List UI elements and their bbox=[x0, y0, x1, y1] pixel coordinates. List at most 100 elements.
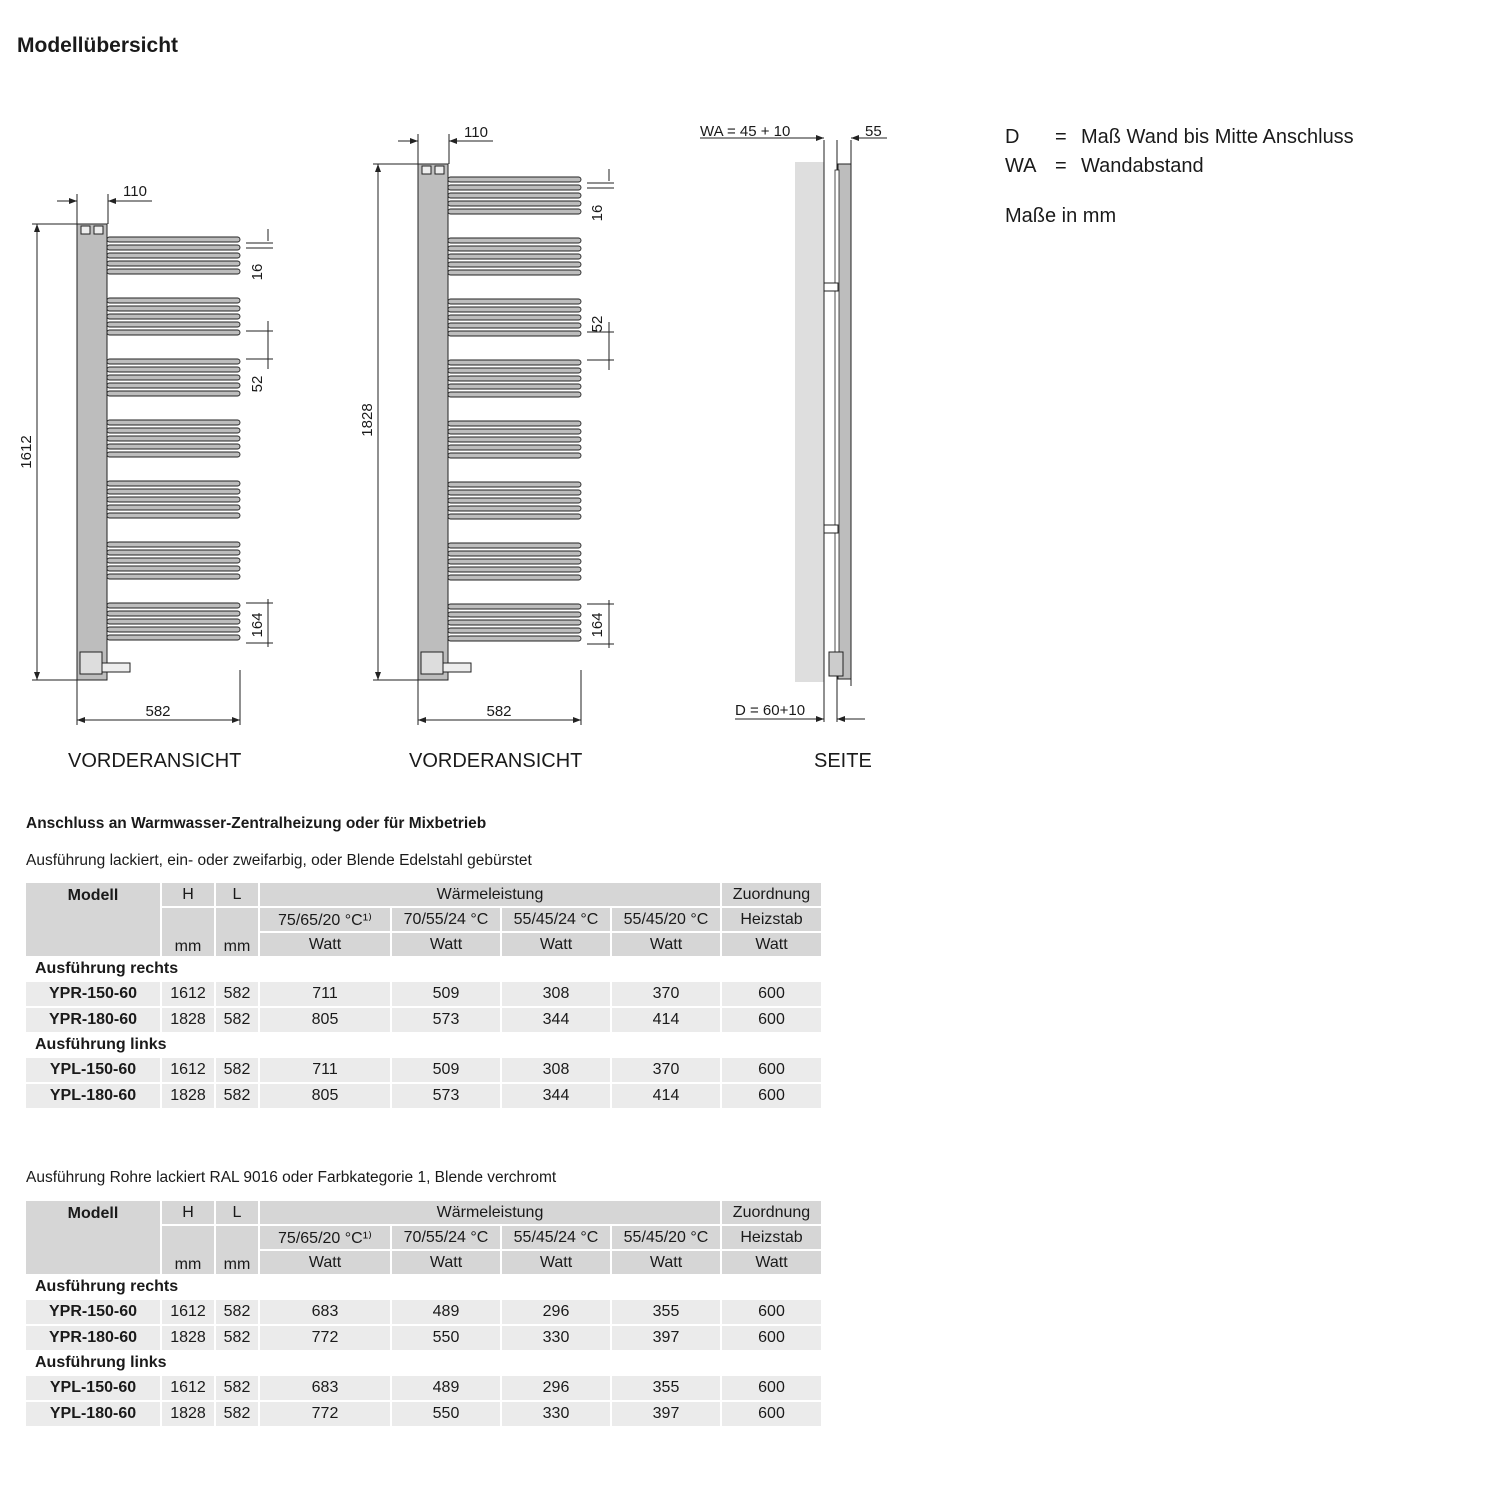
column-header: Wärmeleistung bbox=[260, 883, 720, 906]
column-header: L bbox=[216, 1201, 258, 1224]
value-cell: 573 bbox=[392, 1084, 500, 1108]
value-cell: 509 bbox=[392, 1058, 500, 1082]
heating-tube bbox=[447, 444, 582, 451]
heating-tube bbox=[106, 382, 241, 389]
heating-tube bbox=[106, 427, 241, 434]
unit-header: mm bbox=[216, 908, 258, 956]
section-subheading: Ausführung Rohre lackiert RAL 9016 oder … bbox=[26, 1169, 557, 1186]
value-cell: 370 bbox=[612, 982, 720, 1006]
value-cell: 573 bbox=[392, 1008, 500, 1032]
heating-tube bbox=[106, 297, 241, 304]
heating-tube bbox=[447, 269, 582, 276]
value-cell: 344 bbox=[502, 1084, 610, 1108]
dim-bottom-group: 164 bbox=[249, 612, 266, 637]
value-cell: 600 bbox=[722, 982, 821, 1006]
group-label: Ausführung rechts bbox=[26, 958, 821, 980]
legend-text: Maß Wand bis Mitte Anschluss bbox=[1081, 126, 1354, 148]
front-view-2 bbox=[373, 134, 614, 725]
heating-tube bbox=[447, 542, 582, 549]
heating-tube bbox=[106, 488, 241, 495]
value-cell: 550 bbox=[392, 1326, 500, 1350]
value-cell: 489 bbox=[392, 1300, 500, 1324]
heating-tube bbox=[106, 541, 241, 548]
heating-tube bbox=[447, 619, 582, 626]
heating-tube bbox=[447, 261, 582, 268]
heating-tube bbox=[447, 481, 582, 488]
value-cell: 582 bbox=[216, 982, 258, 1006]
column-header: Watt bbox=[502, 933, 610, 956]
model-cell: YPR-150-60 bbox=[26, 982, 160, 1006]
value-cell: 600 bbox=[722, 1376, 821, 1400]
heating-tube bbox=[447, 200, 582, 207]
value-cell: 1612 bbox=[162, 982, 214, 1006]
heating-tube bbox=[106, 329, 241, 336]
value-cell: 1828 bbox=[162, 1008, 214, 1032]
units-note: Maße in mm bbox=[1005, 205, 1117, 227]
heating-tube bbox=[106, 618, 241, 625]
heating-tube bbox=[106, 260, 241, 267]
column-header: 75/65/20 °C¹⁾ bbox=[260, 908, 390, 931]
value-cell: 772 bbox=[260, 1402, 390, 1426]
heating-tube bbox=[106, 565, 241, 572]
value-cell: 600 bbox=[722, 1058, 821, 1082]
table-row: YPL-180-60 1828 582 772 550 330 397 600 bbox=[26, 1402, 821, 1426]
valve-connection bbox=[101, 662, 131, 673]
value-cell: 355 bbox=[612, 1300, 720, 1324]
heating-tube bbox=[106, 358, 241, 365]
column-header: Watt bbox=[392, 933, 500, 956]
heating-tube bbox=[106, 573, 241, 580]
dim-height: 1828 bbox=[359, 403, 376, 436]
heating-tube bbox=[447, 192, 582, 199]
value-cell: 550 bbox=[392, 1402, 500, 1426]
dim-tube: 16 bbox=[589, 205, 606, 222]
dim-wa: WA = 45 + 10 bbox=[700, 123, 790, 140]
value-cell: 296 bbox=[502, 1376, 610, 1400]
value-cell: 600 bbox=[722, 1084, 821, 1108]
heating-tube bbox=[106, 512, 241, 519]
view-label-front-1: VORDERANSICHT bbox=[68, 750, 242, 772]
valve-connection bbox=[420, 651, 444, 675]
value-cell: 683 bbox=[260, 1300, 390, 1324]
column-header: 55/45/20 °C bbox=[612, 1226, 720, 1249]
valve-connection bbox=[442, 662, 472, 673]
heating-tube bbox=[106, 549, 241, 556]
heating-tube bbox=[447, 330, 582, 337]
dim-gap: 52 bbox=[249, 376, 266, 393]
value-cell: 600 bbox=[722, 1008, 821, 1032]
heating-tube bbox=[447, 383, 582, 390]
heating-tube bbox=[447, 367, 582, 374]
dim-depth: 55 bbox=[865, 123, 882, 140]
column-header: Zuordnung bbox=[722, 883, 821, 906]
column-header: 70/55/24 °C bbox=[392, 908, 500, 931]
value-cell: 330 bbox=[502, 1326, 610, 1350]
side-view bbox=[700, 135, 887, 722]
heating-tube bbox=[106, 557, 241, 564]
value-cell: 1828 bbox=[162, 1084, 214, 1108]
heating-tube bbox=[447, 428, 582, 435]
model-cell: YPL-180-60 bbox=[26, 1084, 160, 1108]
heating-tube bbox=[106, 496, 241, 503]
column-header: Watt bbox=[260, 1251, 390, 1274]
heating-tube bbox=[447, 375, 582, 382]
heating-tube bbox=[106, 435, 241, 442]
value-cell: 582 bbox=[216, 1326, 258, 1350]
model-cell: YPR-180-60 bbox=[26, 1008, 160, 1032]
heating-tube bbox=[106, 244, 241, 251]
heating-tube bbox=[106, 268, 241, 275]
value-cell: 1612 bbox=[162, 1300, 214, 1324]
heating-tube bbox=[447, 237, 582, 244]
value-cell: 414 bbox=[612, 1008, 720, 1032]
value-cell: 805 bbox=[260, 1084, 390, 1108]
column-header: 70/55/24 °C bbox=[392, 1226, 500, 1249]
value-cell: 805 bbox=[260, 1008, 390, 1032]
dim-tube: 16 bbox=[249, 264, 266, 281]
heating-tube bbox=[106, 610, 241, 617]
column-header: Watt bbox=[612, 1251, 720, 1274]
dim-width-top: 110 bbox=[464, 124, 488, 141]
heating-tube bbox=[447, 359, 582, 366]
column-header: Zuordnung bbox=[722, 1201, 821, 1224]
heating-tube bbox=[447, 566, 582, 573]
column-header: 75/65/20 °C¹⁾ bbox=[260, 1226, 390, 1249]
group-label: Ausführung links bbox=[26, 1352, 821, 1374]
